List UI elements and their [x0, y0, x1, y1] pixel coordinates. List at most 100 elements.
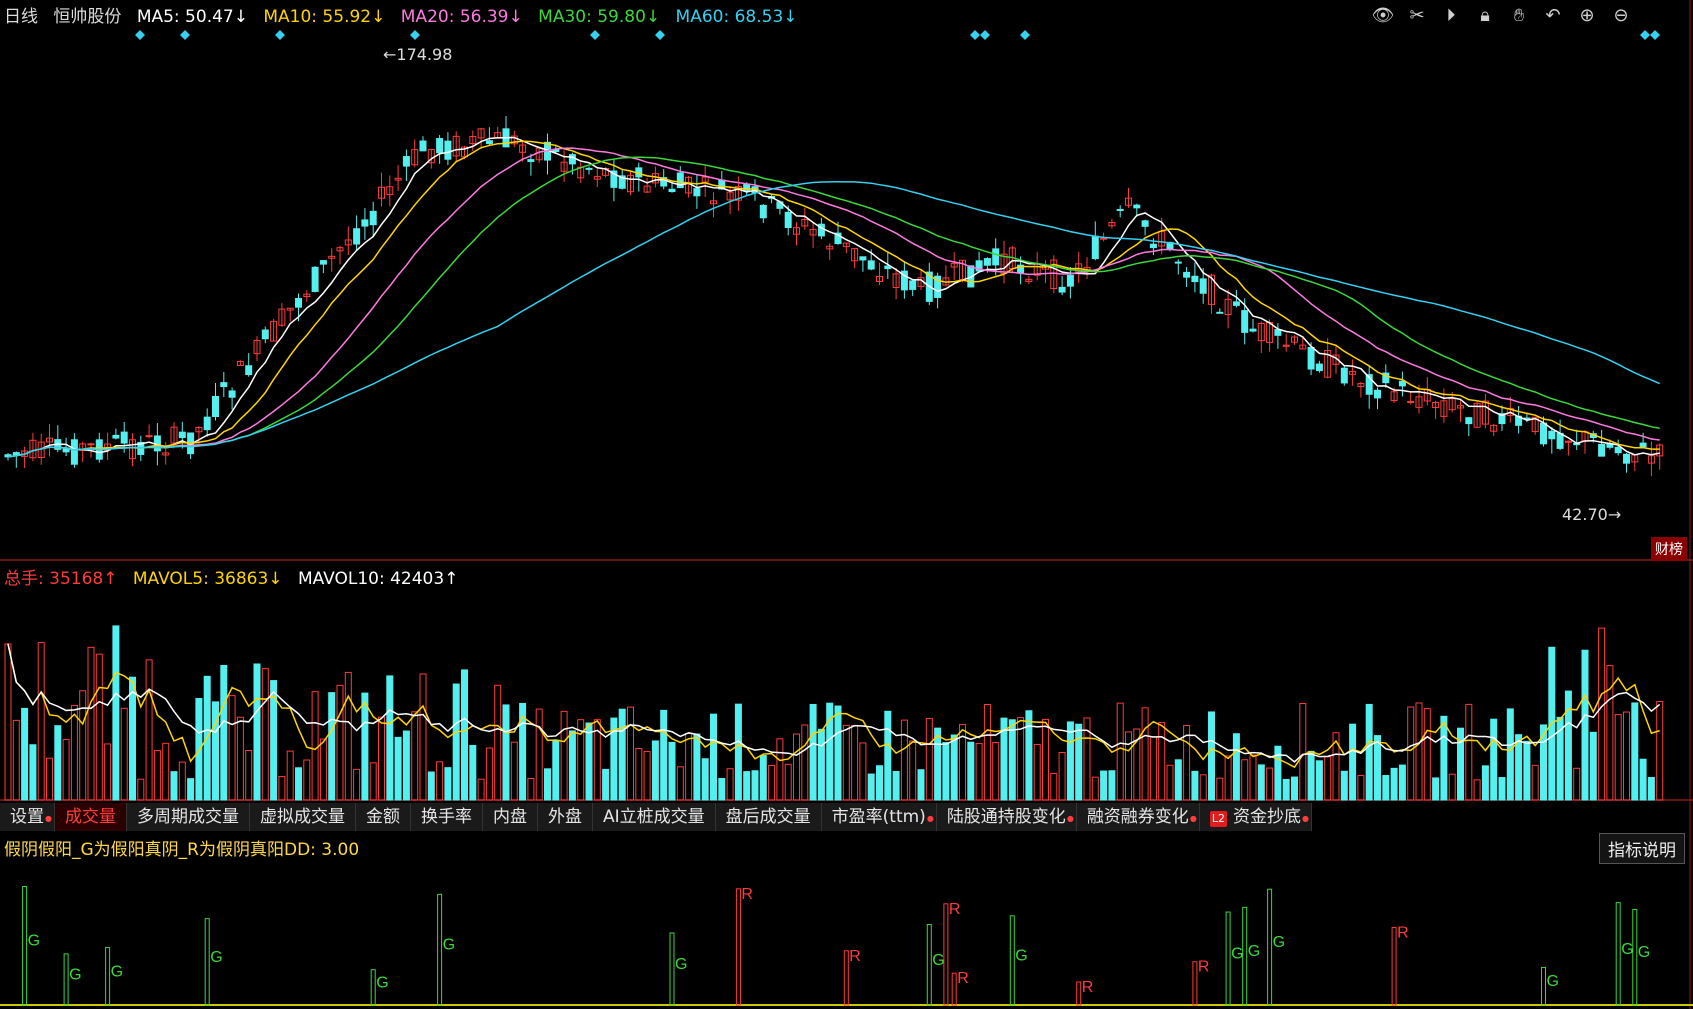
candle-body: [295, 298, 302, 308]
candle-body: [112, 434, 120, 439]
volume-bar: [129, 676, 136, 801]
candle-body: [1191, 275, 1199, 283]
volume-bar: [651, 740, 659, 801]
candle-body: [1199, 278, 1207, 294]
volume-bar: [153, 750, 161, 801]
zoom-out-icon[interactable]: ⊖: [1613, 5, 1629, 26]
volume-bar: [560, 710, 568, 801]
volume-bar: [1573, 767, 1581, 801]
tab-11[interactable]: 陆股通持股变化 ●: [936, 803, 1077, 831]
volume-bar: [1332, 732, 1340, 801]
stock-name: 恒帅股份: [53, 7, 122, 27]
signal-diamond: [410, 30, 420, 40]
candle-body: [129, 439, 136, 460]
volume-bar: [701, 758, 709, 801]
signal-bar: [204, 918, 210, 1006]
volume-bar: [876, 765, 883, 801]
tab-12[interactable]: 融资融券变化 ●: [1076, 803, 1200, 831]
candle-body: [826, 245, 834, 250]
candle-body: [1208, 274, 1215, 305]
undo-icon[interactable]: ↶: [1545, 5, 1561, 26]
candle-body: [411, 149, 419, 166]
candle-body: [693, 188, 701, 197]
tab-8[interactable]: AI立桩成交量: [593, 803, 716, 831]
candle-body: [1340, 367, 1348, 384]
volume-bar: [1191, 770, 1199, 801]
volume-bar: [37, 642, 45, 801]
candle-body: [1274, 329, 1282, 336]
tab-10[interactable]: 市盈率(ttm) ●: [821, 803, 937, 831]
tab-label: 设置: [10, 807, 44, 827]
tab-label: 金额: [366, 807, 400, 827]
volume-bar: [494, 684, 502, 801]
signal-letter: G: [1273, 934, 1285, 951]
volume-bar: [162, 742, 170, 801]
candle-body: [1531, 416, 1539, 433]
tab-7[interactable]: 外盘: [538, 803, 593, 831]
tab-label: 融资融券变化: [1086, 807, 1189, 827]
scissors-icon[interactable]: ✂: [1409, 5, 1425, 26]
tab-6[interactable]: 内盘: [483, 803, 538, 831]
volume-bar: [1058, 751, 1066, 801]
period-label[interactable]: 日线: [4, 7, 38, 27]
signal-bar: [1225, 911, 1231, 1006]
candle-body: [203, 416, 211, 431]
volume-bar: [411, 711, 419, 801]
tab-1[interactable]: 成交量: [55, 803, 127, 831]
volume-bar: [1141, 707, 1149, 801]
volume-bar: [1149, 736, 1157, 801]
candle-body: [261, 329, 269, 340]
tab-dot: ●: [1301, 814, 1309, 823]
volume-bar: [187, 778, 195, 801]
tab-4[interactable]: 金额: [356, 803, 411, 831]
eye-icon[interactable]: 👁: [1371, 5, 1395, 26]
tab-label: 外盘: [548, 807, 582, 827]
volume-bar: [378, 716, 385, 801]
low-price-label: 42.70→: [1562, 505, 1622, 524]
volume-bar: [1174, 759, 1182, 801]
tab-9[interactable]: 盘后成交量: [715, 803, 822, 831]
indicator-explain-button[interactable]: 指标说明: [1599, 833, 1685, 864]
volume-bar: [1606, 665, 1614, 801]
candle-body: [378, 186, 385, 199]
lock-icon[interactable]: 🔒︎: [1480, 5, 1490, 26]
volume-bar: [112, 625, 120, 801]
tab-label: 市盈率(ttm): [831, 807, 926, 827]
volume-bar: [1257, 764, 1265, 801]
signal-letter: R: [1397, 924, 1409, 941]
candle-body: [668, 188, 676, 192]
hand-icon[interactable]: ✋︎: [1513, 5, 1525, 26]
candle-body: [884, 265, 892, 270]
tab-2[interactable]: 多周期成交量: [127, 803, 250, 831]
volume-bar: [992, 742, 1000, 801]
zoom-in-icon[interactable]: ⊕: [1579, 5, 1595, 26]
tab-label: 多周期成交量: [137, 807, 239, 827]
volume-bar: [1224, 755, 1232, 801]
candle-body: [1656, 444, 1664, 457]
indicator-title: 假阴假阳_G为假阳真阴_R为假阴真阳DD: 3.00: [4, 840, 360, 860]
signal-letter: G: [376, 974, 388, 991]
signal-diamond: [980, 30, 990, 40]
volume-bar: [361, 692, 369, 801]
play-icon[interactable]: ⏵: [1446, 5, 1456, 26]
candle-body: [29, 439, 37, 459]
candle-body: [610, 170, 618, 188]
candle-body: [1647, 455, 1655, 464]
candle-body: [1332, 354, 1340, 365]
side-list-button[interactable]: 财榜: [1651, 537, 1687, 561]
volume-bar: [1266, 767, 1274, 801]
volume-bar: [1515, 734, 1523, 801]
volume-bar: [87, 646, 95, 801]
tab-13[interactable]: L2 资金抄底 ●: [1199, 803, 1312, 831]
volume-bar: [295, 767, 302, 801]
candle-body: [568, 154, 576, 165]
volume-bar: [1498, 777, 1506, 801]
candle-body: [585, 167, 593, 170]
tab-0[interactable]: 设置 ●: [0, 803, 55, 831]
volume-bar: [1000, 717, 1008, 801]
tab-3[interactable]: 虚拟成交量: [250, 803, 356, 831]
tab-5[interactable]: 换手率: [411, 803, 483, 831]
signal-bar: [1391, 926, 1397, 1006]
volume-bar: [62, 739, 70, 801]
